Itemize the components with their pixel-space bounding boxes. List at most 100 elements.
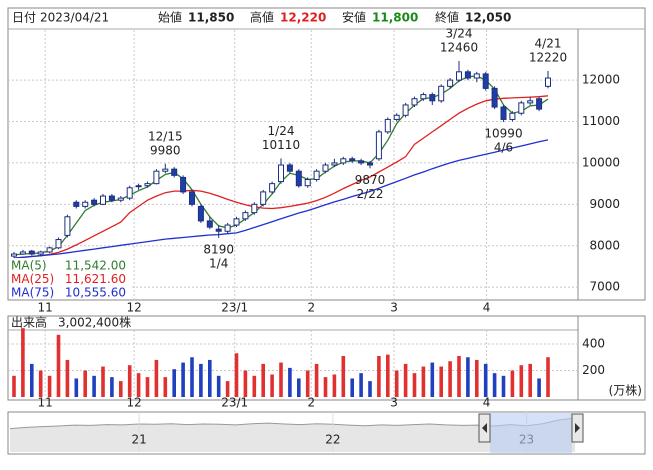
annotation-value: 9980 bbox=[150, 143, 181, 157]
candle-body bbox=[117, 197, 124, 201]
candle-body bbox=[180, 176, 187, 193]
candle-body bbox=[295, 170, 302, 187]
header-value: 11,850 bbox=[188, 11, 234, 25]
annotation-value: 8190 bbox=[203, 242, 234, 256]
volume-bar bbox=[279, 362, 283, 397]
candle-body bbox=[447, 79, 454, 87]
volume-bar bbox=[270, 374, 274, 397]
volume-bar bbox=[510, 370, 515, 397]
candle-body bbox=[108, 195, 115, 201]
volume-bar bbox=[332, 374, 337, 397]
candle-body bbox=[73, 201, 80, 207]
x-tick-label: 2 bbox=[307, 396, 315, 410]
y-tick-label: 400 bbox=[582, 337, 605, 351]
annotation-date: 4/6 bbox=[494, 140, 513, 154]
volume-bar bbox=[368, 381, 372, 397]
volume-bar bbox=[501, 375, 506, 397]
x-tick-label: 23/1 bbox=[221, 301, 248, 315]
navigator-label: 21 bbox=[132, 433, 147, 447]
volume-bar bbox=[190, 357, 194, 397]
header-value: 11,800 bbox=[372, 11, 418, 25]
candle-body bbox=[402, 104, 409, 116]
volume-bar bbox=[199, 363, 203, 397]
volume-bar bbox=[394, 370, 399, 397]
legend-value: 11,621.60 bbox=[65, 272, 126, 286]
navigator-label: 22 bbox=[325, 433, 340, 447]
volume-bar bbox=[38, 370, 43, 397]
candle-body bbox=[518, 102, 525, 114]
candle-body bbox=[375, 131, 382, 160]
volume-bar bbox=[439, 366, 443, 397]
volume-bar bbox=[430, 362, 435, 397]
volume-bar bbox=[243, 370, 248, 397]
candle-body bbox=[206, 220, 213, 228]
volume-bar bbox=[225, 381, 230, 397]
annotation-date: 12/15 bbox=[148, 129, 183, 143]
legend-box bbox=[9, 258, 131, 299]
y-tick-label: 7000 bbox=[589, 280, 620, 294]
candle-body bbox=[162, 168, 169, 172]
volume-bar bbox=[528, 363, 532, 397]
header-label: 日付 bbox=[12, 11, 36, 25]
volume-bar bbox=[537, 378, 541, 397]
annotation-value: 12220 bbox=[529, 50, 567, 64]
candle-body bbox=[491, 87, 498, 108]
y-tick-label: 9000 bbox=[589, 197, 620, 211]
volume-bar bbox=[110, 377, 114, 397]
x-tick-label: 4 bbox=[483, 396, 491, 410]
volume-latest: 3,002,400株 bbox=[58, 315, 131, 330]
candle-body bbox=[313, 170, 320, 180]
volume-title: 出来高 bbox=[11, 315, 47, 330]
x-tick-label: 12 bbox=[127, 301, 142, 315]
volume-bar bbox=[208, 359, 212, 397]
legend-name: MA(5) bbox=[11, 259, 47, 273]
y-tick-label: 11000 bbox=[582, 114, 620, 128]
header-label: 高値 bbox=[250, 10, 274, 25]
legend-value: 10,555.60 bbox=[65, 286, 126, 300]
candle-body bbox=[349, 158, 356, 162]
header-value: 12,050 bbox=[465, 11, 511, 25]
x-tick-label: 11 bbox=[38, 396, 53, 410]
candle-body bbox=[91, 199, 98, 205]
candle-body bbox=[82, 201, 89, 207]
candle-body bbox=[438, 85, 445, 102]
volume-bar bbox=[47, 375, 52, 397]
volume-bar bbox=[163, 377, 168, 397]
volume-bar bbox=[386, 354, 390, 397]
legend-name: MA(75) bbox=[11, 286, 54, 300]
volume-bar bbox=[216, 375, 221, 397]
y-tick-label: 10000 bbox=[582, 155, 620, 169]
candle-body bbox=[144, 183, 151, 187]
candle-body bbox=[411, 98, 418, 106]
volume-bar bbox=[101, 366, 105, 397]
volume-bar bbox=[377, 355, 381, 397]
annotation-value: 10990 bbox=[484, 126, 522, 140]
candle-body bbox=[215, 228, 222, 232]
volume-bar bbox=[519, 365, 524, 397]
candle-body bbox=[153, 170, 160, 185]
header-value: 12,220 bbox=[280, 11, 326, 25]
candle-body bbox=[11, 253, 17, 257]
x-tick-label: 12 bbox=[127, 396, 142, 410]
volume-bar bbox=[92, 375, 96, 397]
volume-bar bbox=[65, 359, 70, 397]
candle-body bbox=[527, 100, 534, 104]
candle-body bbox=[100, 195, 106, 205]
y-tick-label: 12000 bbox=[582, 73, 620, 87]
volume-bar bbox=[483, 363, 488, 397]
volume-unit: (万株) bbox=[609, 383, 642, 398]
candle-body bbox=[509, 112, 516, 120]
candle-body bbox=[545, 77, 551, 87]
candle-body bbox=[171, 168, 178, 176]
candle-body bbox=[420, 94, 427, 100]
candle-body bbox=[37, 251, 44, 255]
header-label: 安値 bbox=[342, 10, 366, 25]
volume-bar bbox=[12, 375, 16, 397]
candle-body bbox=[473, 73, 480, 79]
annotation-date: 1/24 bbox=[268, 124, 295, 138]
volume-bar bbox=[252, 375, 257, 397]
candle-body bbox=[260, 191, 267, 205]
volume-bar bbox=[546, 357, 550, 397]
navigator-window[interactable] bbox=[490, 413, 572, 453]
x-tick-label: 2 bbox=[307, 301, 315, 315]
